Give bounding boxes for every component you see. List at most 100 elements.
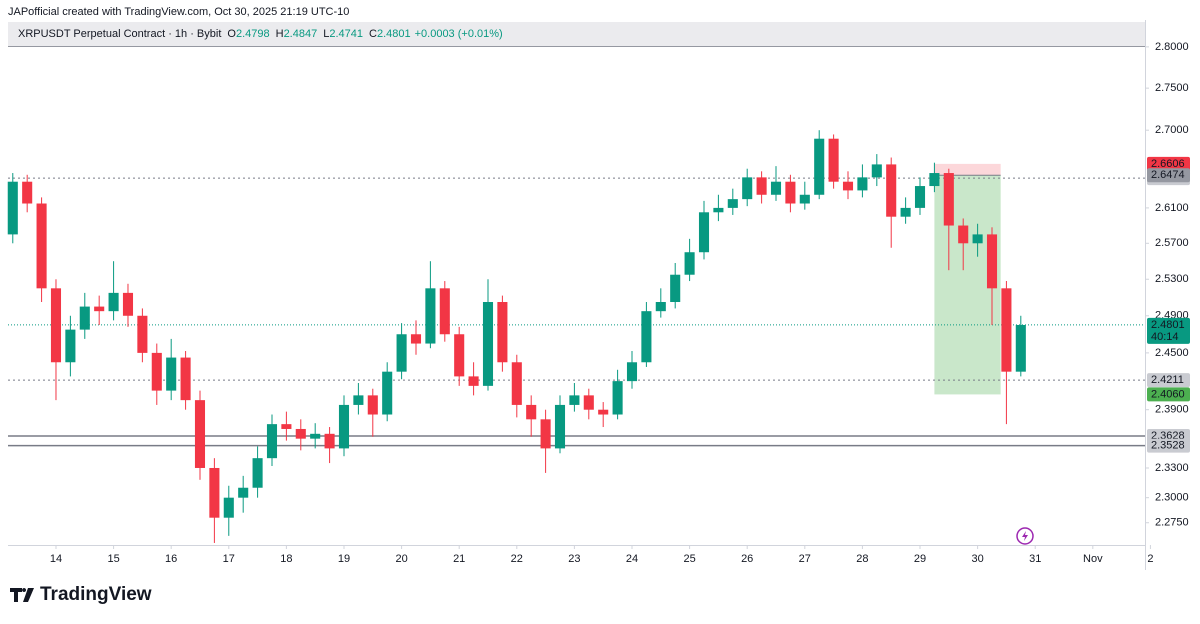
x-tick-label: 16	[165, 553, 177, 565]
legend-key: C	[369, 28, 377, 40]
candle-body	[713, 207, 724, 213]
candle-body	[526, 404, 537, 420]
stop-label: 2.6606	[1151, 158, 1185, 170]
header: JAPofficial created with TradingView.com…	[8, 6, 349, 18]
level-label-box	[1147, 373, 1190, 388]
candle-body	[972, 234, 983, 244]
x-tick-label: 19	[338, 553, 350, 565]
legend-change: +0.0003 (+0.01%)	[415, 28, 503, 40]
candle-body	[785, 181, 796, 204]
candle-body	[655, 302, 666, 312]
candle-body	[454, 334, 465, 377]
current-price-label: 2.4801	[1151, 319, 1185, 331]
target-label-box	[1147, 387, 1190, 402]
candle-body	[1001, 288, 1012, 372]
candle-body	[670, 274, 681, 303]
x-tick-label: 30	[971, 553, 983, 565]
target-label: 2.4060	[1151, 388, 1185, 400]
candle-body	[238, 487, 249, 498]
candle-body	[914, 186, 926, 208]
x-tick-label: 25	[683, 553, 695, 565]
y-tick-label: 2.3000	[1155, 492, 1189, 504]
candle-body	[36, 203, 47, 289]
candle-body	[857, 177, 868, 191]
y-tick-label: 2.5700	[1155, 237, 1189, 249]
x-tick-label: Nov	[1083, 553, 1103, 565]
x-tick-label: 20	[395, 553, 407, 565]
candle-body	[814, 138, 825, 195]
candle-body	[382, 371, 393, 415]
candle-body	[554, 404, 566, 449]
level-label: 2.3528	[1151, 440, 1185, 452]
candle-body	[497, 302, 508, 363]
x-tick-label: 26	[741, 553, 753, 565]
candle-body	[94, 306, 105, 312]
candle-body	[108, 292, 119, 312]
level-label-box	[1147, 438, 1190, 453]
candle-body	[353, 395, 364, 405]
y-tick-label: 2.7500	[1155, 82, 1189, 94]
y-tick-label: 2.3900	[1155, 404, 1189, 416]
stop-zone	[934, 163, 1001, 176]
legend-key: H	[276, 28, 284, 40]
candle-body	[194, 400, 206, 468]
candle-body	[252, 458, 263, 488]
candle-body	[137, 315, 148, 353]
candle-body	[641, 311, 652, 363]
candle-body	[756, 177, 767, 195]
candle-body	[727, 199, 738, 208]
entry-label-box	[1147, 168, 1190, 183]
candle-body	[540, 419, 551, 449]
current-price-label-box	[1147, 317, 1190, 344]
legend-value: 2.4798	[236, 28, 270, 40]
candle-body	[266, 424, 278, 459]
candle-body	[122, 292, 134, 316]
y-tick-label: 2.6100	[1155, 202, 1189, 214]
x-tick-label: 2	[1147, 553, 1153, 565]
candle-body	[50, 288, 62, 363]
candle-body	[439, 288, 450, 335]
alert-icon	[1016, 527, 1034, 545]
candle-body	[209, 467, 220, 518]
candle-body	[324, 433, 335, 449]
plot	[7, 130, 1145, 543]
candle-body	[511, 362, 522, 405]
x-tick-label: 28	[856, 553, 868, 565]
current-price-label-countdown: 40:14	[1151, 331, 1179, 343]
legend-key: O	[227, 28, 236, 40]
candle-body	[698, 212, 710, 253]
candle-body	[943, 173, 954, 226]
x-tick-label: 29	[914, 553, 926, 565]
x-tick-label: 17	[223, 553, 235, 565]
level-label: 2.4211	[1151, 374, 1184, 386]
x-tick-label: 24	[626, 553, 638, 565]
legend-value: 2.4801	[377, 28, 411, 40]
x-tick-label: 18	[280, 553, 292, 565]
candle-body	[770, 181, 782, 195]
candle-body	[396, 334, 407, 372]
candle-body	[799, 194, 810, 204]
y-tick-label: 2.4500	[1155, 347, 1189, 359]
candle-body	[65, 329, 76, 363]
candle-body	[310, 433, 321, 439]
candle-body	[79, 306, 90, 330]
candle-body	[742, 177, 753, 200]
candle-body	[281, 424, 292, 429]
candle-body	[598, 409, 609, 415]
candle-body	[583, 395, 594, 410]
candle-body	[842, 181, 854, 191]
y-tick-label: 2.8000	[1155, 41, 1189, 53]
entry-label: 2.6474	[1151, 169, 1185, 181]
candle-body	[22, 181, 33, 204]
candle-body	[295, 428, 306, 439]
candle-body	[468, 376, 479, 386]
x-tick-label: 27	[799, 553, 811, 565]
candle-body	[367, 395, 378, 415]
x-tick-label: 15	[107, 553, 119, 565]
candle-body	[612, 381, 623, 415]
candle-body	[626, 362, 638, 382]
candle-body	[1015, 324, 1026, 372]
legend-value: 2.4741	[329, 28, 363, 40]
